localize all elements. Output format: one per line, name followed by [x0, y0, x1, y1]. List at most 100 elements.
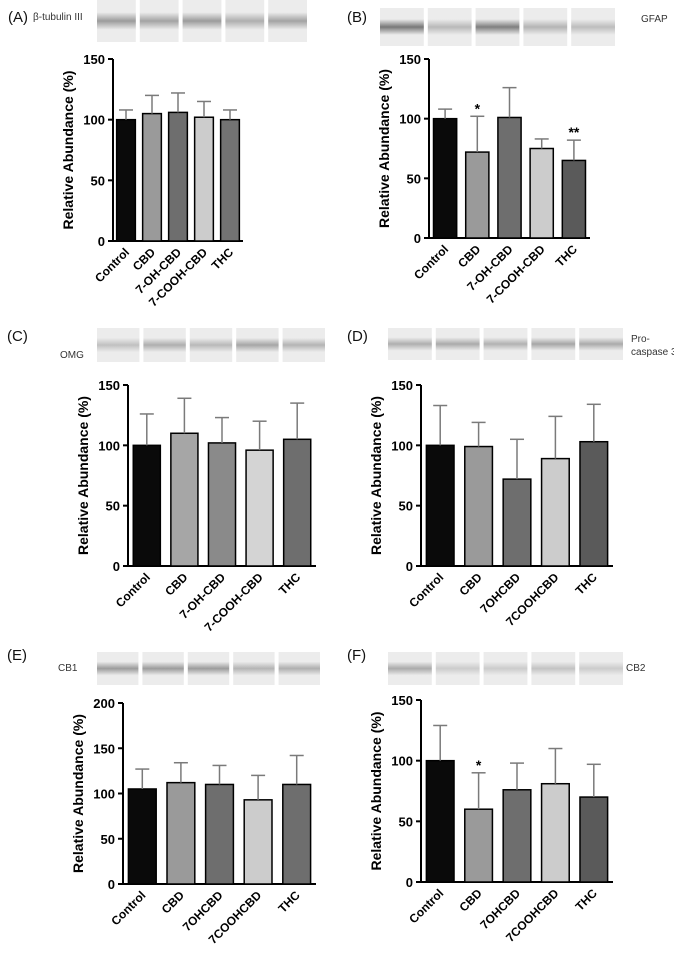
bar-THC	[282, 438, 312, 567]
x-tick-label: THC	[209, 245, 237, 273]
bar-7-COOH-CBD	[529, 147, 555, 239]
bar-Control	[115, 118, 137, 242]
blot-band	[139, 12, 179, 30]
blot-band	[427, 19, 472, 35]
panel-label: (C)	[7, 328, 28, 345]
blot-band	[97, 337, 140, 353]
bar-7-OH-CBD	[167, 111, 189, 242]
panel-label: (A)	[8, 9, 28, 26]
y-tick-label: 50	[399, 499, 413, 514]
blot-band	[97, 12, 136, 30]
blot-band	[187, 661, 230, 676]
y-tick-label: 50	[91, 173, 105, 188]
blot-band	[475, 19, 520, 35]
y-tick-label: 150	[399, 52, 421, 67]
bar-7OHCBD	[502, 478, 532, 567]
bars: *	[425, 724, 609, 883]
y-tick-label: 100	[399, 112, 421, 127]
blot-strip	[388, 652, 623, 685]
y-tick-label: 150	[93, 741, 115, 756]
x-tick-label: CBD	[456, 886, 485, 915]
bar-CBD	[141, 112, 163, 242]
bars: ***	[432, 86, 587, 239]
x-tick-label: CBD	[159, 888, 188, 917]
blot-band	[523, 19, 568, 35]
y-tick-label: 150	[98, 378, 120, 393]
x-tick-label: THC	[276, 570, 304, 598]
panel-2: (C) OMG 0 50 100 150 Relative Abundance (%) Con…	[7, 328, 325, 634]
y-tick-label: 150	[83, 52, 105, 67]
bar-Control	[132, 444, 162, 567]
y-tick-label: 50	[106, 499, 120, 514]
protein-label: CB1	[58, 663, 78, 674]
blot-band	[142, 661, 184, 676]
blot-band	[143, 337, 186, 353]
x-tick-label: THC	[553, 242, 581, 270]
panel-0: (A) β-tubulin III 0 50 100 150 Relative Abunda…	[8, 0, 307, 309]
blot-band	[435, 337, 480, 351]
significance-marker: *	[475, 100, 481, 116]
blot-band	[233, 661, 275, 676]
x-tick-label: Control	[113, 570, 153, 610]
significance-marker: *	[476, 757, 482, 773]
y-axis-label: Relative Abundance (%)	[376, 69, 392, 228]
x-tick-label: THC	[573, 886, 601, 914]
bar-CBD	[464, 445, 494, 567]
bars	[115, 92, 241, 242]
blot-band	[531, 661, 576, 676]
blot-band	[225, 12, 265, 30]
bar-7COOHCBD	[243, 799, 273, 885]
y-axis-label: Relative Abundance (%)	[60, 71, 76, 230]
x-tick-label: CBD	[455, 242, 484, 271]
blot-band	[380, 19, 424, 35]
significance-marker: **	[568, 124, 579, 140]
blot-strip	[97, 652, 320, 685]
bar-7OHCBD	[204, 783, 235, 885]
y-axis-label: Relative Abundance (%)	[368, 396, 384, 555]
panel-3: (D) Pro-caspase 3 0 50 100 150 Relative Abunda…	[347, 328, 674, 629]
y-tick-label: 50	[399, 814, 413, 829]
y-tick-label: 100	[391, 438, 413, 453]
blot-band	[268, 12, 307, 30]
bar-7COOHCBD	[540, 457, 570, 567]
bar-THC	[219, 118, 241, 242]
blot-band	[189, 337, 233, 353]
y-tick-label: 150	[391, 378, 413, 393]
bars	[132, 397, 312, 567]
y-tick-label: 0	[414, 231, 421, 246]
bars	[425, 403, 609, 567]
bar-THC	[561, 159, 587, 239]
x-tick-label: THC	[275, 888, 303, 916]
axes: 0 50 100 150	[391, 378, 613, 574]
panel-label: (B)	[347, 9, 367, 26]
protein-label: OMG	[60, 350, 84, 361]
axes: 0 50 100 150	[83, 52, 243, 249]
y-axis-label: Relative Abundance (%)	[368, 712, 384, 871]
x-tick-label: Control	[92, 245, 132, 285]
blot-band	[388, 337, 432, 351]
blot-band	[236, 337, 279, 353]
y-tick-label: 100	[391, 754, 413, 769]
bar-CBD	[464, 151, 490, 239]
bar-7-OH-CBD	[497, 116, 522, 239]
x-tick-label: Control	[406, 886, 446, 926]
panel-label: (F)	[347, 647, 366, 664]
blot-band	[435, 661, 480, 676]
blot-band	[531, 337, 576, 351]
axes: 0 50 100 150	[399, 52, 590, 246]
y-tick-label: 0	[406, 559, 413, 574]
protein-label: Pro-caspase 3	[631, 334, 674, 358]
y-tick-label: 0	[98, 234, 105, 249]
bar-7COOHCBD	[540, 782, 570, 883]
blot-band	[579, 337, 623, 351]
bar-Control	[425, 444, 455, 567]
bar-CBD	[464, 808, 494, 883]
blot-strip	[97, 328, 325, 362]
protein-label: CB2	[626, 663, 646, 674]
bar-7-OH-CBD	[207, 442, 237, 567]
y-tick-label: 0	[113, 559, 120, 574]
blot-strip	[380, 8, 615, 46]
x-tick-label: THC	[573, 570, 601, 598]
panel-4: (E) CB1 0 50 100 150 200 Relative Abundance (%)…	[7, 647, 320, 947]
